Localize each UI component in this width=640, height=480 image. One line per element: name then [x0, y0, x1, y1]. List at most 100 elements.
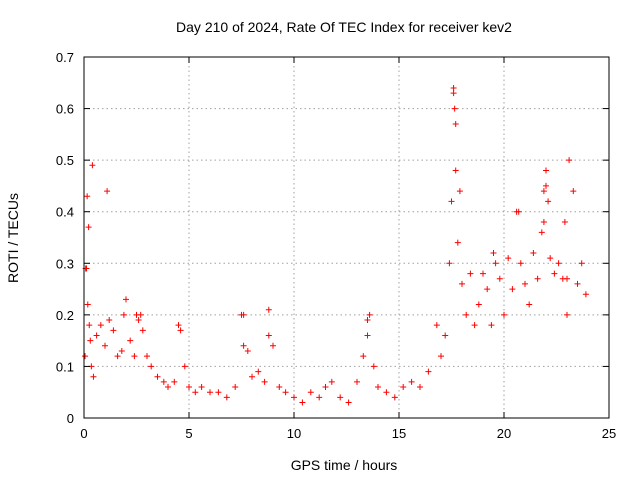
- data-point: [337, 394, 344, 401]
- data-point: [127, 337, 134, 344]
- data-point: [492, 260, 499, 267]
- data-point: [207, 389, 213, 396]
- data-point: [82, 353, 89, 360]
- data-point: [175, 322, 182, 329]
- x-tick-label: 0: [80, 426, 87, 441]
- data-point: [454, 239, 461, 246]
- data-point: [442, 332, 449, 339]
- data-point: [84, 301, 91, 308]
- x-tick-label: 5: [185, 426, 192, 441]
- data-point: [261, 378, 268, 385]
- data-point: [249, 373, 255, 380]
- data-point: [86, 322, 93, 329]
- data-point: [106, 317, 113, 324]
- x-axis-ticks: 0 5 10 15 20 25: [80, 57, 616, 441]
- data-point: [118, 347, 125, 354]
- x-axis-label: GPS time / hours: [291, 457, 398, 473]
- y-tick-label: 0.3: [56, 256, 74, 271]
- x-tick-label: 25: [602, 426, 616, 441]
- data-point: [391, 394, 398, 401]
- data-point: [480, 270, 486, 277]
- data-point: [564, 275, 570, 282]
- data-point: [192, 389, 199, 396]
- data-point: [456, 188, 463, 195]
- data-point: [448, 198, 455, 205]
- data-point: [244, 347, 251, 354]
- data-point: [547, 255, 554, 262]
- data-point: [522, 280, 528, 287]
- data-point: [154, 373, 161, 380]
- data-point: [551, 270, 558, 277]
- data-point: [566, 157, 573, 164]
- data-point: [438, 353, 444, 360]
- data-point: [171, 378, 178, 385]
- data-point: [564, 311, 570, 318]
- data-point: [232, 384, 239, 391]
- data-point: [450, 90, 457, 97]
- y-tick-label: 0.6: [56, 102, 74, 117]
- data-point: [383, 389, 390, 396]
- data-point: [360, 353, 367, 360]
- y-tick-label: 0.7: [56, 50, 74, 65]
- data-point: [582, 291, 589, 298]
- data-point: [93, 332, 100, 339]
- data-point: [90, 373, 97, 380]
- data-point: [85, 224, 92, 231]
- data-point: [417, 384, 423, 391]
- plot-frame: [83, 56, 610, 419]
- data-point: [282, 389, 289, 396]
- data-point: [370, 363, 377, 370]
- data-point: [89, 162, 96, 169]
- data-point: [364, 317, 371, 324]
- data-point: [459, 280, 465, 287]
- data-point: [322, 384, 329, 391]
- data-point: [316, 394, 323, 401]
- data-point: [570, 188, 577, 195]
- data-point: [540, 188, 547, 195]
- data-point: [114, 353, 121, 360]
- data-point: [375, 384, 381, 391]
- data-point: [120, 311, 127, 318]
- data-point: [255, 368, 262, 375]
- data-point: [276, 384, 283, 391]
- data-point: [102, 342, 108, 349]
- data-point: [543, 182, 549, 189]
- data-point: [408, 378, 415, 385]
- data-point: [496, 275, 503, 282]
- data-point: [488, 322, 495, 329]
- data-point: [328, 378, 335, 385]
- data-point: [467, 270, 474, 277]
- data-point: [561, 219, 568, 226]
- data-point: [160, 378, 167, 385]
- data-point: [545, 198, 552, 205]
- y-tick-label: 0.4: [56, 205, 74, 220]
- chart-title: Day 210 of 2024, Rate Of TEC Index for r…: [176, 19, 512, 35]
- data-point: [104, 188, 111, 195]
- data-point: [215, 389, 222, 396]
- data-point: [265, 332, 272, 339]
- y-tick-label: 0.5: [56, 153, 74, 168]
- data-point: [177, 327, 184, 334]
- data-point: [299, 399, 306, 406]
- y-tick-label: 0.1: [56, 359, 74, 374]
- data-point: [307, 389, 314, 396]
- data-point: [131, 353, 138, 360]
- data-point: [534, 275, 541, 282]
- data-point: [364, 332, 371, 339]
- data-point: [555, 260, 562, 267]
- data-points: [82, 84, 589, 406]
- data-point: [186, 384, 192, 391]
- data-point: [452, 121, 459, 128]
- data-point: [538, 229, 545, 236]
- data-point: [133, 311, 140, 318]
- data-point: [400, 384, 407, 391]
- data-point: [425, 368, 432, 375]
- data-point: [148, 363, 155, 370]
- data-point: [433, 322, 440, 329]
- data-point: [198, 384, 205, 391]
- data-point: [530, 249, 537, 256]
- data-point: [123, 296, 129, 303]
- data-point: [450, 84, 457, 91]
- data-point: [446, 260, 453, 267]
